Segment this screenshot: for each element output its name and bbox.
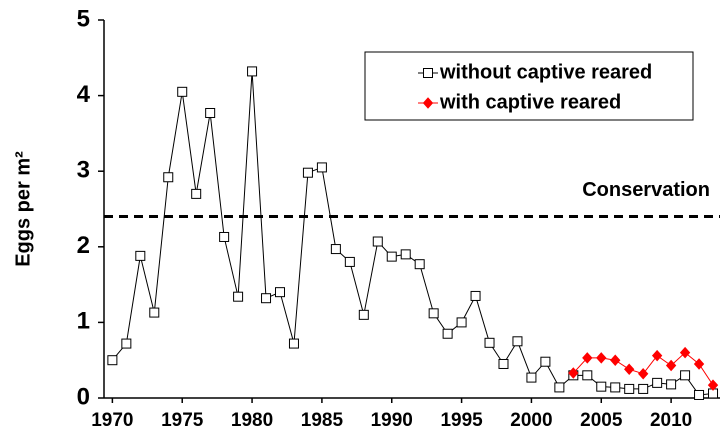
marker [414,259,425,270]
marker [638,368,649,380]
legend-label: with captive reared [439,91,621,113]
marker [372,236,383,247]
x-tick-label: 1995 [440,410,483,431]
marker [288,338,299,349]
y-tick-label: 2 [77,232,90,259]
marker [163,172,174,183]
marker [205,107,216,118]
x-tick-label: 2010 [650,410,692,431]
marker [610,354,621,366]
marker [582,352,593,364]
marker [638,383,649,394]
marker [358,309,369,320]
marker [665,359,677,372]
marker [498,358,509,369]
x-tick-label: 1985 [301,410,344,431]
marker [149,307,160,318]
marker [219,231,230,242]
marker [540,356,551,367]
marker [275,287,285,298]
marker [107,355,118,366]
marker [610,382,621,393]
y-tick-label: 4 [77,81,91,108]
marker [442,328,453,339]
marker [177,86,188,97]
marker [191,188,202,199]
marker [568,367,579,379]
x-tick-label: 1975 [161,410,204,431]
marker [302,167,313,178]
marker [652,377,663,388]
reference-label: Conservation [582,179,710,201]
legend: without captive reared with captive reare… [364,51,694,121]
marker [330,244,341,255]
marker [428,308,439,319]
marker [624,383,635,394]
marker [554,382,565,393]
marker [456,317,467,328]
marker [344,256,355,267]
marker [422,97,434,109]
marker [400,249,411,260]
marker [693,358,705,370]
y-axis-label: Eggs per m² [12,151,34,267]
marker [666,379,677,390]
marker [233,291,244,302]
y-tick-label: 3 [77,157,90,184]
marker [582,370,593,381]
x-tick-label: 1990 [371,410,413,431]
x-tick-label: 2005 [580,410,623,431]
marker [651,349,663,362]
marker [121,338,132,349]
marker [707,379,719,391]
marker [680,370,691,381]
legend-box [364,51,694,121]
legend-label: without captive reared [439,61,652,83]
marker [386,251,397,262]
marker [247,66,258,77]
x-tick-label: 2000 [510,410,552,431]
y-tick-label: 5 [77,5,90,32]
marker [484,337,495,348]
y-tick-label: 0 [77,383,90,410]
marker [261,293,272,304]
marker [596,381,607,392]
marker [135,250,146,261]
marker [526,372,537,383]
marker [512,336,523,347]
marker [470,290,481,301]
marker [694,389,705,400]
marker [423,68,433,78]
x-tick-label: 1980 [231,410,273,431]
y-tick-label: 1 [77,308,90,335]
marker [316,162,327,173]
marker [596,352,607,364]
marker [679,346,691,359]
x-tick-label: 1970 [91,410,133,431]
marker [624,363,635,376]
